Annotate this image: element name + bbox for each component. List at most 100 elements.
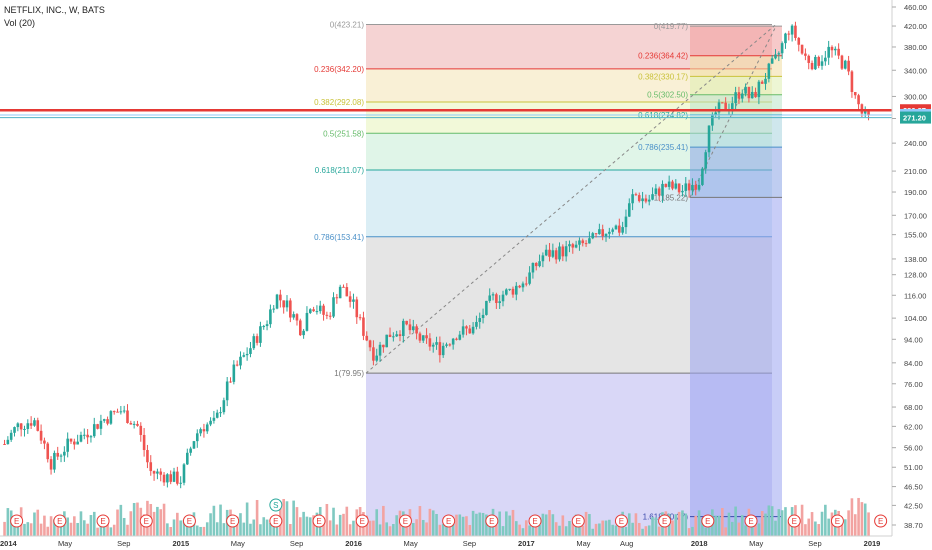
- volume-bar: [328, 520, 332, 536]
- volume-bar: [860, 502, 864, 536]
- candle-body: [664, 183, 668, 187]
- candle-body: [524, 283, 528, 285]
- time-tick-label: Sep: [290, 539, 303, 548]
- fib-level-label: 0.786(153.41): [314, 233, 364, 242]
- candle-body: [285, 300, 289, 308]
- price-tick-label: 240.00: [904, 139, 927, 148]
- time-tick-label: Sep: [463, 539, 476, 548]
- candle-body: [96, 424, 99, 429]
- candle-body: [176, 471, 179, 484]
- earnings-marker-label: E: [662, 517, 667, 526]
- fib-level-label: 0.786(235.41): [638, 143, 688, 152]
- volume-bar: [392, 524, 395, 536]
- volume-bar: [544, 514, 548, 536]
- earnings-marker-label: E: [532, 517, 537, 526]
- volume-bar: [814, 521, 817, 536]
- candle-body: [558, 246, 561, 260]
- candle-body: [169, 474, 172, 482]
- candle-body: [684, 183, 688, 191]
- candle-body: [734, 92, 737, 104]
- fib-zone: [690, 147, 782, 198]
- price-tick-label: 380.00: [904, 43, 927, 52]
- volume-bar: [106, 521, 109, 536]
- volume-bar: [182, 519, 186, 536]
- volume-bar: [425, 522, 428, 536]
- volume-bar: [521, 528, 525, 536]
- candle-body: [800, 44, 804, 54]
- candle-body: [574, 244, 578, 248]
- candle-body: [385, 334, 388, 348]
- earnings-marker: [182, 514, 196, 528]
- volume-bar: [518, 524, 521, 536]
- candle-body: [498, 301, 501, 304]
- candle-body: [342, 286, 345, 288]
- price-tick-label: 56.00: [904, 444, 923, 453]
- candle-body: [305, 312, 309, 331]
- candle-body: [807, 55, 811, 63]
- volume-bar: [820, 511, 824, 536]
- price-label: 271.20: [903, 114, 926, 123]
- candle-body: [863, 110, 867, 114]
- volume-bar: [136, 502, 139, 536]
- candle-body: [9, 432, 13, 440]
- candle-body: [229, 381, 232, 383]
- candle-body: [554, 250, 558, 260]
- candle-body: [867, 110, 870, 115]
- candle-body: [415, 326, 418, 334]
- volume-bar: [707, 523, 711, 536]
- price-axis: 460.00420.00380.00340.00300.00270.00240.…: [891, 0, 932, 550]
- candle-body: [378, 344, 382, 356]
- earnings-marker-label: E: [14, 517, 19, 526]
- fib-level-label: 0.236(342.20): [314, 65, 364, 74]
- volume-bar: [618, 526, 621, 536]
- volume-bar: [614, 525, 618, 536]
- candle-body: [548, 249, 551, 257]
- fib-level-label: 1(185.22): [654, 193, 689, 202]
- volume-bar: [740, 515, 744, 536]
- candle-body: [694, 184, 698, 190]
- volume-bar: [86, 523, 89, 536]
- volume-bar: [242, 522, 246, 536]
- volume-bar: [568, 521, 571, 536]
- volume-bar: [677, 511, 681, 536]
- candle-body: [681, 190, 684, 193]
- candle-body: [448, 344, 452, 346]
- candle-body: [365, 335, 369, 341]
- candle-body: [568, 244, 571, 247]
- volume-bar: [312, 515, 315, 536]
- candle-body: [528, 272, 531, 284]
- earnings-marker-label: E: [273, 517, 278, 526]
- candle-body: [608, 231, 611, 234]
- time-tick-label: 2019: [864, 539, 881, 548]
- candle-body: [126, 410, 129, 424]
- candle-body: [295, 314, 299, 321]
- price-tick-label: 190.00: [904, 188, 927, 197]
- volume-bar: [843, 519, 847, 536]
- candle-body: [837, 48, 840, 56]
- volume-bar: [166, 523, 169, 536]
- volume-bar: [199, 526, 202, 536]
- candle-body: [797, 37, 801, 45]
- volume-bar: [777, 509, 781, 536]
- earnings-marker-label: E: [835, 517, 840, 526]
- candle-body: [631, 194, 634, 204]
- volume-bar: [285, 501, 289, 536]
- candle-body: [179, 482, 182, 484]
- volume-indicator-label[interactable]: Vol (20): [4, 18, 36, 28]
- volume-bar: [787, 519, 791, 536]
- volume-bar: [202, 526, 206, 536]
- candle-body: [857, 95, 860, 105]
- candle-body: [345, 287, 349, 297]
- candle-body: [621, 227, 624, 233]
- candle-body: [637, 195, 641, 202]
- volume-bar: [342, 513, 345, 536]
- volume-bar: [295, 507, 299, 536]
- candle-body: [255, 336, 259, 343]
- candle-body: [471, 326, 475, 334]
- candle-body: [106, 419, 109, 424]
- volume-bar: [684, 513, 688, 536]
- volume-bar: [495, 525, 498, 536]
- volume-bar: [780, 510, 784, 536]
- candle-body: [521, 283, 525, 288]
